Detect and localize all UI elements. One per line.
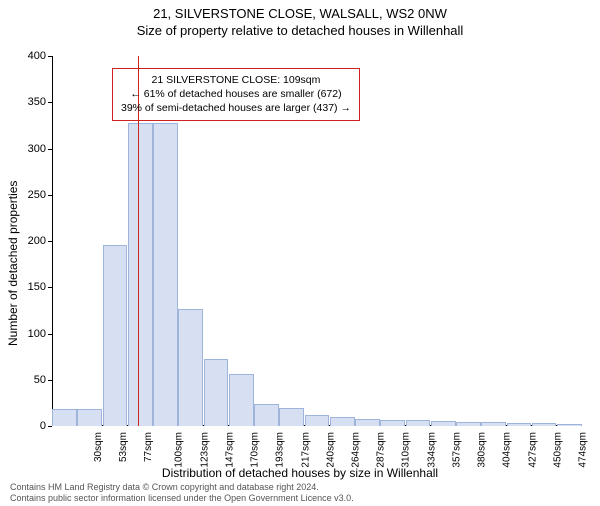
histogram-bar: [431, 421, 456, 426]
footer-attribution: Contains HM Land Registry data © Crown c…: [10, 482, 354, 505]
histogram-bar: [52, 409, 77, 426]
histogram-bar: [229, 374, 254, 426]
y-tick-mark: [48, 241, 52, 242]
y-tick-label: 50: [6, 374, 46, 386]
x-tick-label: 123sqm: [199, 432, 210, 468]
x-tick-label: 30sqm: [93, 432, 104, 462]
histogram-bar: [456, 422, 481, 426]
x-tick-label: 147sqm: [224, 432, 235, 468]
y-tick-label: 200: [6, 235, 46, 247]
histogram-bar: [305, 415, 330, 426]
x-tick-label: 404sqm: [502, 432, 513, 468]
x-tick-label: 310sqm: [401, 432, 412, 468]
x-tick-label: 217sqm: [300, 432, 311, 468]
y-tick-label: 300: [6, 143, 46, 155]
y-tick-label: 100: [6, 328, 46, 340]
y-tick-mark: [48, 56, 52, 57]
histogram-bar: [532, 423, 557, 426]
annotation-line: ← 61% of detached houses are smaller (67…: [121, 87, 351, 101]
histogram-bar: [406, 420, 431, 426]
y-tick-mark: [48, 149, 52, 150]
footer-line-2: Contains public sector information licen…: [10, 493, 354, 504]
y-axis-label: Number of detached properties: [6, 181, 20, 346]
y-tick-mark: [48, 334, 52, 335]
x-tick-label: 77sqm: [143, 432, 154, 462]
x-tick-label: 240sqm: [325, 432, 336, 468]
histogram-bar: [204, 359, 229, 426]
y-tick-mark: [48, 195, 52, 196]
x-tick-label: 100sqm: [174, 432, 185, 468]
histogram-bar: [128, 123, 153, 426]
x-tick-label: 474sqm: [578, 432, 589, 468]
x-tick-label: 264sqm: [351, 432, 362, 468]
histogram-bar: [178, 309, 203, 426]
x-tick-label: 357sqm: [452, 432, 463, 468]
x-tick-label: 53sqm: [118, 432, 129, 462]
plot-area: 05010015020025030035040030sqm53sqm77sqm1…: [52, 56, 582, 426]
histogram-bar: [507, 423, 532, 426]
y-tick-label: 350: [6, 96, 46, 108]
histogram-bar: [380, 420, 405, 426]
x-tick-label: 427sqm: [527, 432, 538, 468]
annotation-line: 39% of semi-detached houses are larger (…: [121, 101, 351, 115]
histogram-bar: [153, 123, 178, 426]
y-tick-mark: [48, 102, 52, 103]
histogram-bar: [330, 417, 355, 426]
histogram-bar: [77, 409, 102, 426]
y-tick-label: 150: [6, 281, 46, 293]
footer-line-1: Contains HM Land Registry data © Crown c…: [10, 482, 354, 493]
y-axis-line: [52, 56, 53, 426]
x-axis-label: Distribution of detached houses by size …: [0, 466, 600, 480]
x-tick-label: 287sqm: [376, 432, 387, 468]
x-tick-label: 334sqm: [426, 432, 437, 468]
histogram-bar: [557, 424, 582, 426]
x-tick-label: 170sqm: [250, 432, 261, 468]
histogram-bar: [254, 404, 279, 426]
x-tick-label: 450sqm: [552, 432, 563, 468]
histogram-bar: [481, 422, 506, 426]
y-tick-mark: [48, 380, 52, 381]
annotation-line: 21 SILVERSTONE CLOSE: 109sqm: [121, 73, 351, 87]
chart-area: 05010015020025030035040030sqm53sqm77sqm1…: [52, 56, 582, 426]
y-tick-mark: [48, 426, 52, 427]
histogram-bar: [103, 245, 128, 426]
histogram-bar: [279, 408, 304, 427]
chart-title-main: 21, SILVERSTONE CLOSE, WALSALL, WS2 0NW: [0, 6, 600, 21]
y-tick-label: 250: [6, 189, 46, 201]
histogram-bar: [355, 419, 380, 426]
chart-title-sub: Size of property relative to detached ho…: [0, 23, 600, 38]
y-tick-label: 400: [6, 50, 46, 62]
y-tick-label: 0: [6, 420, 46, 432]
x-tick-label: 380sqm: [477, 432, 488, 468]
x-tick-label: 193sqm: [275, 432, 286, 468]
annotation-box: 21 SILVERSTONE CLOSE: 109sqm← 61% of det…: [112, 68, 360, 121]
y-tick-mark: [48, 287, 52, 288]
